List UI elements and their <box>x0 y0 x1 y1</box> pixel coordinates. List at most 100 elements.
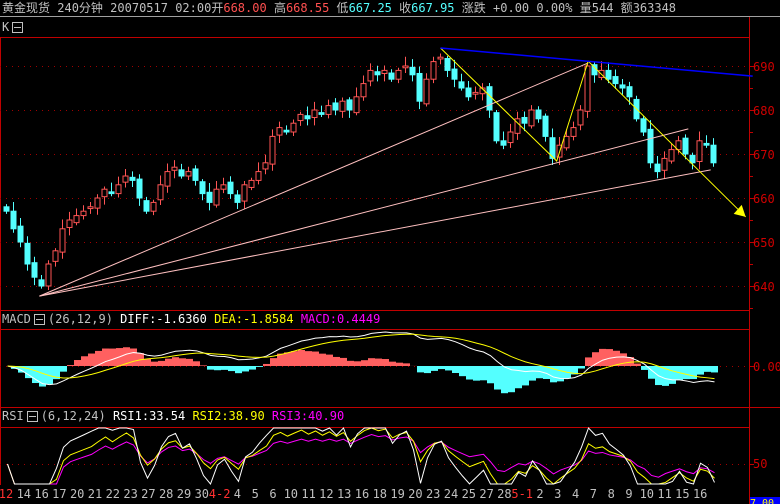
candle-up <box>73 215 80 224</box>
rsi-header: RSI (6,12,24) RSI1:33.54 RSI2:38.90 RSI3:… <box>2 409 344 423</box>
fan-line <box>39 62 589 297</box>
macd-bar <box>417 366 424 373</box>
candle-down <box>605 69 612 80</box>
macd-bar <box>697 366 704 375</box>
macd-bar <box>403 363 410 366</box>
channel-line <box>440 47 753 77</box>
macd-bar <box>480 366 487 381</box>
fan-line <box>39 169 711 297</box>
date-label: 13 <box>336 487 352 501</box>
collapse-kline-button[interactable] <box>12 22 24 33</box>
macd-bar <box>88 353 95 366</box>
macd-bar <box>340 357 347 366</box>
rsi2-line <box>7 427 715 485</box>
macd-bar <box>382 359 389 366</box>
kline-label: K <box>2 20 10 34</box>
candle-down <box>332 102 339 111</box>
macd-bar <box>704 366 711 372</box>
macd-bar <box>18 366 25 373</box>
macd-bar <box>501 366 508 394</box>
macd-bar <box>46 366 53 384</box>
candle-up <box>87 206 94 210</box>
price-tick: 690 <box>753 60 775 74</box>
candle-up <box>514 118 521 134</box>
candle-up <box>241 184 248 202</box>
macd-bar <box>585 357 592 366</box>
macd-bar <box>333 356 340 366</box>
date-label: 4-2 <box>208 487 231 501</box>
candle-up <box>402 65 409 69</box>
collapse-macd-button[interactable] <box>33 314 45 325</box>
macd-bar <box>571 366 578 375</box>
high-label: 高 <box>273 1 286 15</box>
candle-up <box>661 157 668 171</box>
candle-down <box>206 191 213 203</box>
macd-bar <box>375 358 382 366</box>
price-tick: 650 <box>753 236 775 250</box>
date-label: 20 <box>69 487 85 501</box>
macd-bar <box>669 366 676 384</box>
macd-bar <box>53 366 60 380</box>
candle-down <box>521 116 528 124</box>
candle-up <box>101 188 108 198</box>
macd-params[interactable]: (26,12,9) <box>47 312 113 326</box>
macd-bar <box>25 366 32 379</box>
candle-up <box>311 109 318 118</box>
macd-bar <box>256 366 263 367</box>
candle-down <box>143 200 150 212</box>
candle-down <box>283 129 290 133</box>
macd-bar <box>354 361 361 366</box>
macd-bar <box>144 358 151 366</box>
macd-bar <box>102 348 109 366</box>
date-label: 22 <box>105 487 121 501</box>
datetime: 20070517 02:00 <box>110 1 212 15</box>
fan-line <box>39 128 689 297</box>
macd-bar <box>326 354 333 366</box>
macd-bar <box>599 348 606 366</box>
macd-bar <box>613 350 620 366</box>
candle-up <box>220 184 227 190</box>
candle-down <box>388 72 395 80</box>
macd-bar <box>648 366 655 379</box>
macd-bar <box>487 366 494 384</box>
candle-up <box>122 175 129 183</box>
candle-up <box>269 135 276 165</box>
candle-down <box>409 66 416 76</box>
candle-down <box>703 142 710 146</box>
period[interactable]: 240分钟 <box>57 1 103 15</box>
candle-down <box>549 137 556 159</box>
macd-bar <box>179 358 186 366</box>
rsi1-value: RSI1:33.54 <box>112 409 186 423</box>
macd-bar <box>473 366 480 381</box>
date-label: 14 <box>16 487 32 501</box>
candle-up <box>423 78 430 105</box>
date-label: 2 <box>536 487 544 501</box>
open-value: 668.00 <box>223 1 267 15</box>
price-tick: 660 <box>753 192 775 206</box>
macd-bar <box>452 366 459 374</box>
quote-header: 黄金现货 240分钟 20070517 02:00开668.00 高668.55… <box>2 0 676 16</box>
macd-bar <box>242 366 249 372</box>
macd-bar <box>109 348 116 366</box>
macd-bar <box>529 366 536 381</box>
date-label: 29 <box>176 487 192 501</box>
collapse-rsi-button[interactable] <box>26 411 38 422</box>
candle-up <box>577 109 584 126</box>
rsi2-value: RSI2:38.90 <box>192 409 265 423</box>
date-label: 16 <box>692 487 708 501</box>
candle-up <box>297 113 304 122</box>
macd-bar <box>445 366 452 371</box>
macd-bar <box>214 366 221 371</box>
candle-up <box>94 197 101 209</box>
candle-up <box>584 65 591 112</box>
macd-bar <box>578 366 585 369</box>
amount-label: 额 <box>620 1 633 15</box>
macd-bar <box>263 363 270 366</box>
candle-down <box>416 72 423 102</box>
date-label: 12 <box>0 487 14 501</box>
rsi-params[interactable]: (6,12,24) <box>40 409 106 423</box>
macd-bar <box>508 366 515 393</box>
macd-bar <box>95 350 102 366</box>
candle-down <box>136 178 143 199</box>
